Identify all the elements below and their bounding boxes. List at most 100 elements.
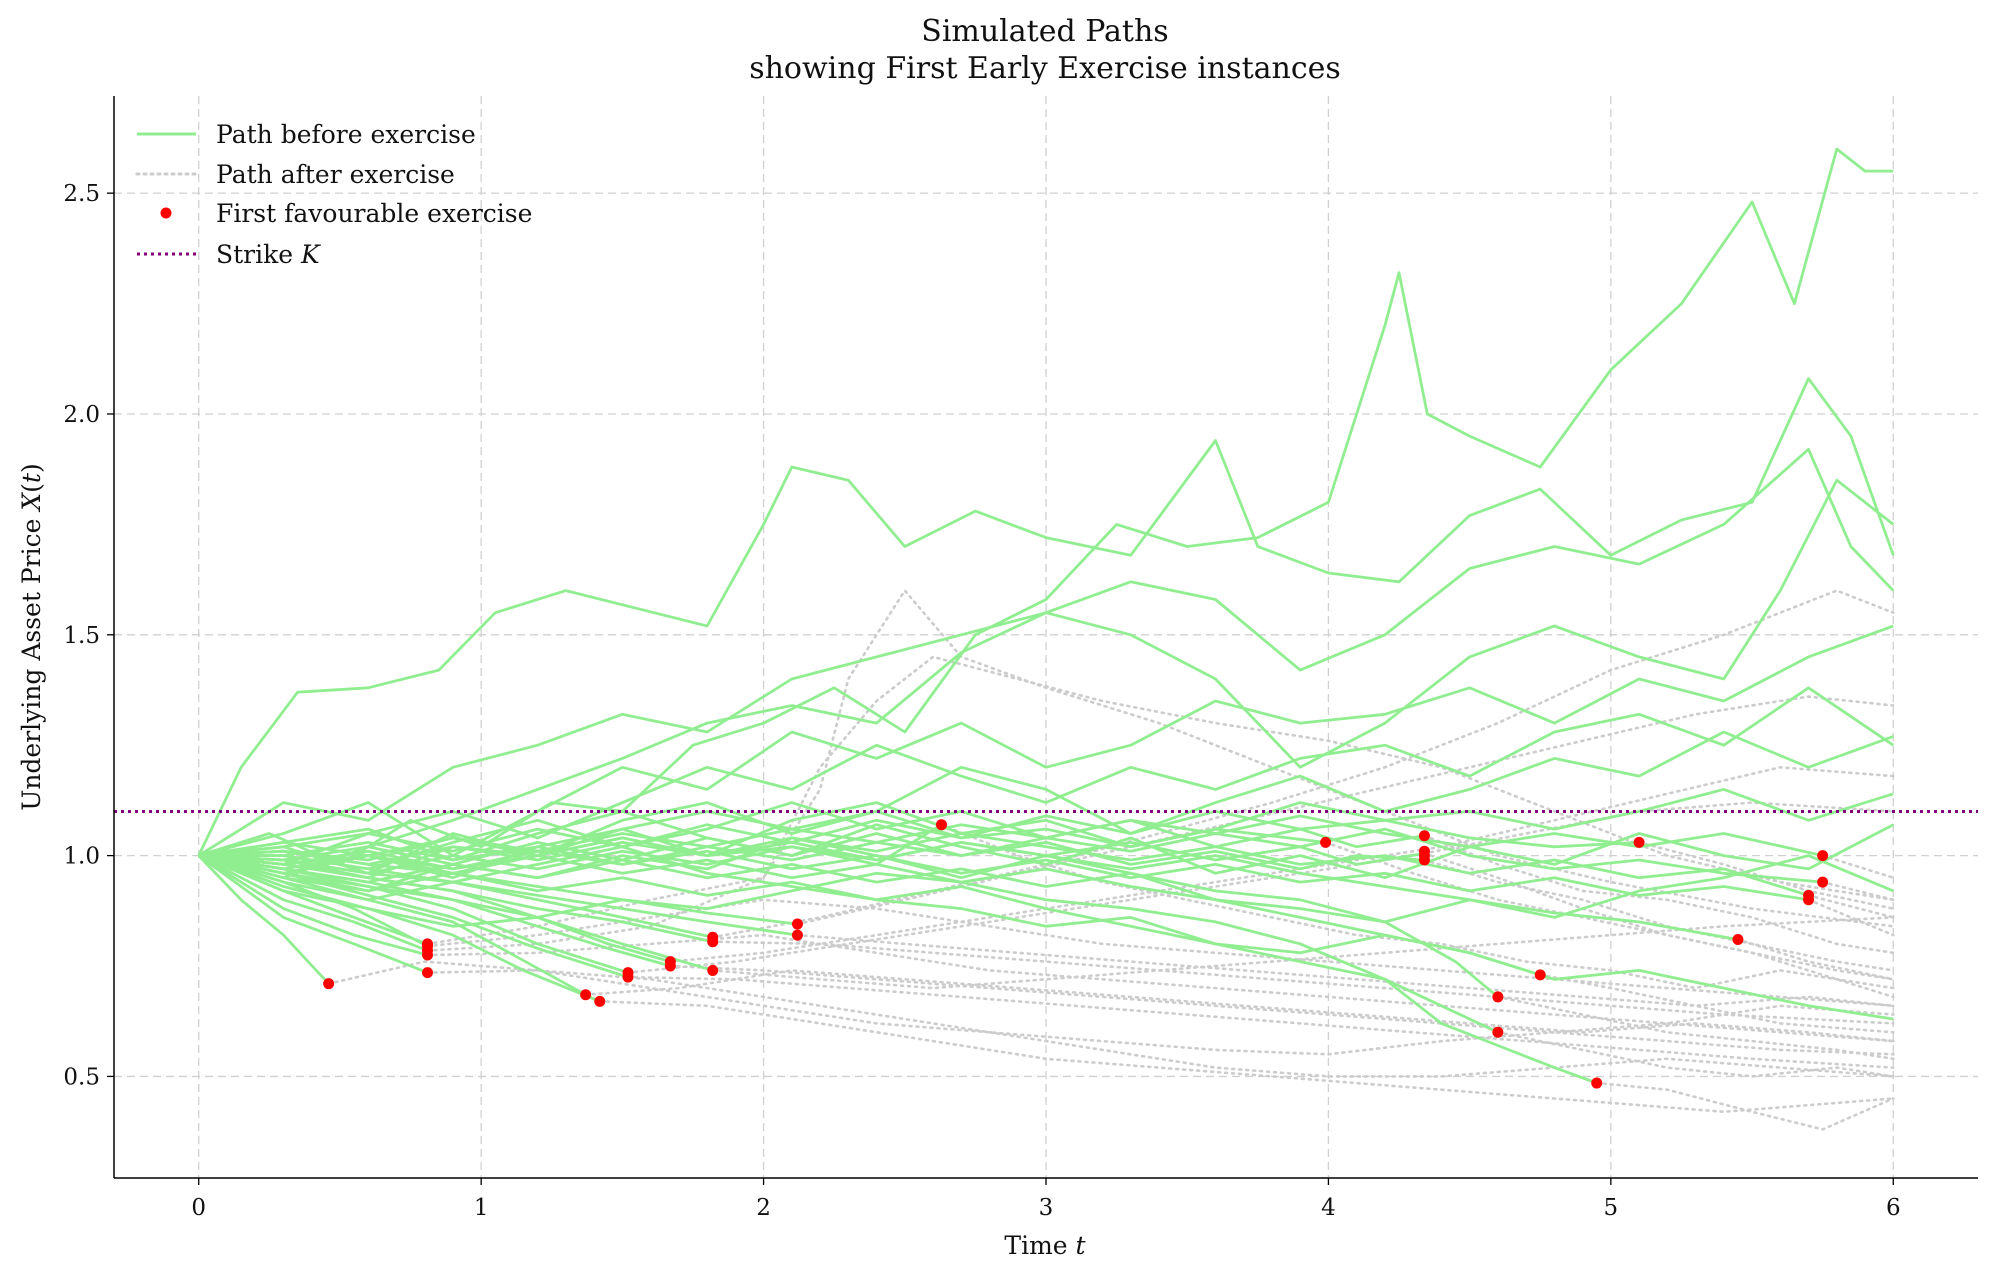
path-after-exercise-41 bbox=[796, 695, 1895, 926]
legend-after-label: Path after exercise bbox=[216, 160, 455, 189]
path-before-exercise-40 bbox=[198, 854, 714, 972]
chart-title: Simulated Paths bbox=[921, 14, 1168, 49]
exercise-point-11 bbox=[664, 956, 676, 968]
path-after-exercise-28 bbox=[426, 898, 1895, 1008]
path-before-exercise-41 bbox=[198, 849, 798, 926]
exercise-point-0 bbox=[323, 978, 335, 990]
x-axis-label: Time t bbox=[1004, 1231, 1086, 1260]
exercise-point-6 bbox=[580, 989, 592, 1001]
path-after-exercise-26 bbox=[327, 960, 1895, 1056]
legend-exercise-marker bbox=[160, 207, 172, 219]
legend-strike-label: Strike K bbox=[216, 240, 321, 269]
path-before-exercise-21 bbox=[198, 841, 1739, 941]
path-after-exercise-23 bbox=[1807, 894, 1895, 919]
exercise-point-32 bbox=[1817, 850, 1829, 862]
path-after-exercise-39 bbox=[711, 940, 1895, 1025]
path-before-exercise-31 bbox=[197, 854, 429, 974]
exercise-point-1 bbox=[421, 967, 433, 979]
path-after-exercise-37 bbox=[669, 964, 1895, 1056]
path-after-exercise-36 bbox=[669, 765, 1895, 963]
path-before-exercise-33 bbox=[198, 854, 601, 1003]
exercise-point-27 bbox=[1633, 836, 1645, 848]
exercise-point-7 bbox=[594, 995, 606, 1007]
exercise-point-28 bbox=[1732, 934, 1744, 946]
path-before-exercise-26 bbox=[197, 854, 330, 985]
path-after-exercise-22 bbox=[1807, 898, 1895, 937]
y-tick-label-3: 2.0 bbox=[63, 402, 100, 428]
path-before-exercise-1 bbox=[197, 377, 1895, 857]
path-before-exercise-20 bbox=[198, 810, 1640, 857]
path-before-exercise-42 bbox=[198, 854, 798, 937]
path-after-exercise-38 bbox=[711, 589, 1895, 939]
y-tick-label-1: 1.0 bbox=[63, 844, 100, 870]
legend-before-label: Path before exercise bbox=[216, 120, 476, 149]
path-after-exercise-30 bbox=[426, 933, 1895, 1043]
path-after-exercise-40 bbox=[711, 916, 1895, 990]
path-before-exercise-22 bbox=[198, 841, 1809, 902]
path-after-exercise-34 bbox=[626, 801, 1895, 974]
x-tick-label-2: 2 bbox=[756, 1195, 771, 1221]
exercise-point-23 bbox=[1492, 1026, 1504, 1038]
exercise-point-5 bbox=[421, 938, 433, 950]
exercise-point-9 bbox=[622, 967, 634, 979]
exercise-point-15 bbox=[791, 929, 803, 941]
path-after-exercise-17 bbox=[1496, 995, 1895, 1061]
exercise-point-25 bbox=[1534, 969, 1546, 981]
path-before-exercise-32 bbox=[198, 854, 587, 996]
exercise-point-21 bbox=[1418, 845, 1430, 857]
path-after-exercise-21 bbox=[1736, 938, 1895, 981]
path-after-exercise-33 bbox=[598, 999, 1895, 1114]
exercise-point-26 bbox=[1591, 1077, 1603, 1089]
exercise-point-16 bbox=[791, 918, 803, 930]
path-before-exercise-19 bbox=[198, 849, 1541, 977]
legend-exercise-label: First favourable exercise bbox=[216, 199, 532, 228]
exercise-point-18 bbox=[1320, 836, 1332, 848]
path-before-exercise-6 bbox=[198, 730, 1894, 875]
path-after-exercise-27 bbox=[426, 655, 1895, 946]
path-before-exercise-39 bbox=[198, 854, 713, 944]
path-after-exercise-19 bbox=[1538, 973, 1895, 1034]
path-after-exercise-42 bbox=[796, 933, 1895, 1008]
path-before-exercise-24 bbox=[198, 827, 1823, 884]
x-axis-ticks: 0 1 2 3 4 5 6 bbox=[191, 1178, 1901, 1221]
x-tick-label-0: 0 bbox=[191, 1195, 206, 1221]
exercise-point-22 bbox=[1418, 830, 1430, 842]
y-tick-label-0: 0.5 bbox=[63, 1064, 100, 1090]
path-before-exercise-23 bbox=[198, 832, 1809, 897]
path-after-exercise-31 bbox=[426, 969, 1895, 1078]
path-before-exercise-2 bbox=[197, 447, 1895, 857]
path-after-exercise-25 bbox=[1821, 854, 1895, 880]
path-before-exercise-27 bbox=[198, 854, 428, 946]
path-after-exercise-35 bbox=[626, 975, 1895, 1069]
y-axis-ticks: 0.5 1.0 1.5 2.0 2.5 bbox=[63, 181, 114, 1090]
path-before-exercise-10 bbox=[198, 845, 1894, 1021]
path-before-exercise-29 bbox=[198, 854, 429, 952]
y-tick-label-2: 1.5 bbox=[63, 623, 100, 649]
y-axis-label: Underlying Asset Price X(t) bbox=[17, 463, 46, 811]
chart-subtitle: showing First Early Exercise instances bbox=[749, 51, 1341, 86]
y-tick-label-4: 2.5 bbox=[63, 181, 100, 207]
path-after-exercise-24 bbox=[1821, 880, 1895, 902]
path-before-exercise-5 bbox=[198, 686, 1895, 866]
x-tick-label-5: 5 bbox=[1604, 1195, 1619, 1221]
path-before-exercise-3 bbox=[198, 478, 1895, 880]
x-tick-label-4: 4 bbox=[1321, 1195, 1336, 1221]
after-exercise-paths bbox=[327, 588, 1895, 1131]
path-after-exercise-13 bbox=[1324, 841, 1895, 981]
legend: Path before exercise Path after exercise… bbox=[135, 120, 532, 269]
exercise-point-30 bbox=[1803, 889, 1815, 901]
exercise-point-14 bbox=[707, 931, 719, 943]
exercise-point-31 bbox=[1817, 876, 1829, 888]
exercise-point-12 bbox=[707, 964, 719, 976]
path-before-exercise-30 bbox=[197, 854, 428, 957]
exercise-point-24 bbox=[1492, 991, 1504, 1003]
exercise-points bbox=[323, 819, 1829, 1089]
path-before-exercise-25 bbox=[198, 814, 1824, 857]
path-after-exercise-18 bbox=[1496, 1031, 1895, 1078]
path-after-exercise-14 bbox=[1423, 834, 1895, 955]
path-after-exercise-16 bbox=[1423, 852, 1895, 999]
x-tick-label-3: 3 bbox=[1039, 1195, 1054, 1221]
exercise-point-17 bbox=[936, 819, 948, 831]
